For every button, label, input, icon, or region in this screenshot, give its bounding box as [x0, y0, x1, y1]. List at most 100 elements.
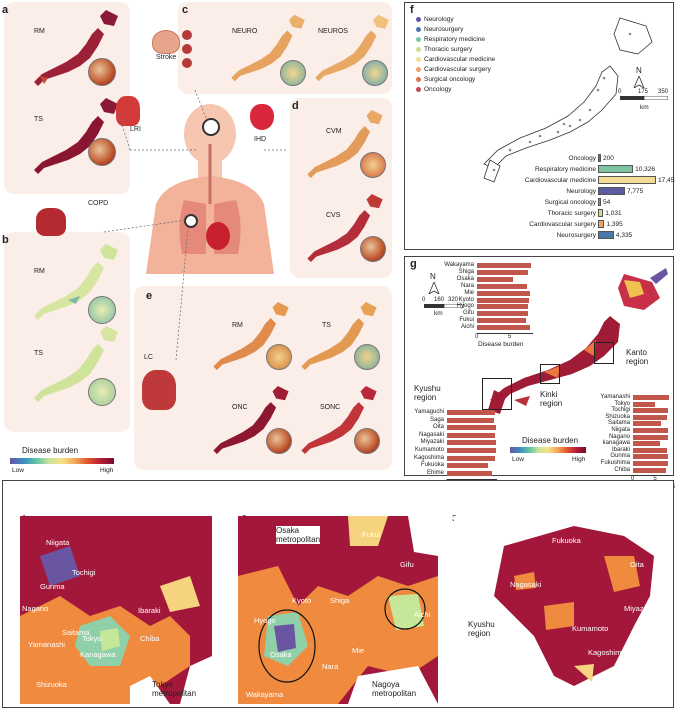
inset-c-neuros	[362, 60, 388, 86]
bar-label-g: Ibaraki	[611, 446, 630, 453]
map-place-label: Gifu	[400, 560, 414, 569]
bar-g	[477, 290, 530, 296]
bar-f	[598, 187, 625, 195]
legend-item-f: Respiratory medicine	[416, 36, 485, 43]
panel-f-label: f	[410, 4, 414, 16]
bar-label-g: Kyoto	[458, 296, 474, 303]
bar-g	[633, 454, 669, 460]
bar-label-f: Oncology	[568, 154, 596, 162]
map-label-a-ts: TS	[34, 116, 43, 123]
bar-g	[633, 441, 660, 447]
bar-g	[447, 410, 495, 415]
tokyo-metropolitan-caption: Tokyo metropolitan	[152, 680, 197, 698]
map-place-label: Tochigi	[72, 568, 96, 577]
nagoya-circle	[384, 588, 426, 630]
bar-row-f: Surgical oncology 54	[510, 198, 610, 206]
panel-d-label: d	[292, 100, 299, 112]
panel-g-label: g	[410, 258, 417, 270]
bar-f	[598, 220, 605, 228]
legend-dot-f	[416, 37, 421, 42]
bar-g	[447, 455, 496, 461]
osaka-circle	[258, 609, 316, 683]
legend-dot-f	[416, 47, 421, 52]
bar-g	[447, 448, 497, 453]
japan-map-d-cvm	[307, 109, 383, 179]
legend-low-left: Low	[12, 467, 24, 474]
scale-tick-2-f: 350	[658, 89, 669, 95]
bar-label-g: Nagano	[608, 433, 630, 440]
legend-text-f: Cardiovascular medicine	[424, 56, 496, 63]
bar-label-f: Cardiovascular surgery	[529, 220, 596, 228]
axis-tick-g: 0	[475, 334, 479, 340]
brain-slice-icon	[182, 30, 192, 40]
bar-label-g: Fukuoka	[420, 462, 444, 469]
bar-g	[447, 432, 496, 438]
map-label-c-neuros: NEUROS	[318, 28, 348, 35]
map-place-label: Kagoshima	[588, 648, 626, 657]
bar-label-f: Neurosurgery	[556, 231, 596, 239]
hexmap-tokyo	[20, 516, 212, 704]
japan-map-e-ts	[301, 301, 377, 371]
bar-g	[447, 440, 496, 446]
legend-item-f: Neurology	[416, 16, 454, 23]
japan-map-e-onc	[213, 385, 289, 455]
bar-label-g: Ehime	[426, 469, 444, 476]
region-label-kanto: Kanto region	[626, 348, 649, 366]
bar-g	[477, 304, 528, 310]
bar-g	[447, 425, 496, 431]
japan-map-a-ts	[34, 98, 118, 174]
legend-colorbar-left	[10, 458, 114, 464]
legend-item-f: Surgical oncology	[416, 76, 475, 83]
axis-line-g	[633, 475, 671, 477]
organ-label-lri: LRI	[130, 126, 141, 133]
japan-map-f-facilities	[483, 17, 653, 183]
kyushu-region-caption: Kyushu region	[468, 620, 495, 638]
legend-item-f: Thoracic surgery	[416, 46, 472, 53]
inset-c-neuro	[280, 60, 306, 86]
bar-value-f: 4,335	[615, 231, 633, 239]
bar-g	[633, 401, 656, 407]
bar-label-g: Nagasaki	[418, 431, 444, 438]
north-arrow-icon-f	[633, 76, 645, 88]
bar-label-g: Shizuoka	[605, 413, 630, 420]
bar-g	[447, 417, 495, 423]
brain-slice-icon	[182, 44, 192, 54]
map-place-label: Kanagawa	[80, 650, 116, 659]
scale-tick-0-g: 0	[422, 297, 426, 303]
bar-label-g: Niigata	[611, 427, 630, 433]
bar-g	[633, 414, 668, 420]
map-place-label: Niigata	[46, 538, 70, 547]
map-place-label: Fukui	[362, 530, 381, 539]
axis-label-g: Disease burden	[478, 341, 524, 348]
legend-dot-f	[416, 67, 421, 72]
panel-c-label: c	[182, 4, 189, 16]
map-place-label: Saitama	[62, 628, 90, 637]
map-place-label: Kumamoto	[572, 624, 609, 633]
bar-label-g: Yamaguchi	[414, 409, 444, 415]
organ-label-copd: COPD	[88, 200, 109, 207]
bar-label-g: Saitama	[607, 420, 630, 427]
bar-label-g: Hyogo	[456, 303, 474, 310]
bar-g	[447, 470, 492, 476]
inset-e-sonc	[354, 428, 380, 454]
legend-dot-f	[416, 17, 421, 22]
bar-label-g: Kumamoto	[414, 447, 444, 453]
legend-title-left: Disease burden	[22, 446, 79, 455]
scale-tick-1-g: 160	[434, 297, 445, 303]
japan-map-b-ts	[34, 326, 118, 402]
bar-g	[477, 297, 530, 303]
scale-unit-f: km	[640, 104, 649, 111]
organ-label-ihd: IHD	[254, 136, 267, 143]
inset-b-ts	[88, 378, 116, 406]
bar-g	[477, 311, 529, 317]
organ-label-lc: LC	[144, 354, 153, 361]
target-icon-lung	[184, 214, 198, 228]
north-arrow-f: N	[636, 66, 642, 75]
legend-dot-f	[416, 57, 421, 62]
bar-value-f: 17,453	[658, 176, 675, 184]
inset-d-cvm	[360, 152, 386, 178]
legend-title-g: Disease burden	[522, 436, 579, 445]
inset-d-cvs	[360, 236, 386, 262]
bar-g	[477, 325, 531, 331]
axis-line-g	[477, 333, 533, 334]
